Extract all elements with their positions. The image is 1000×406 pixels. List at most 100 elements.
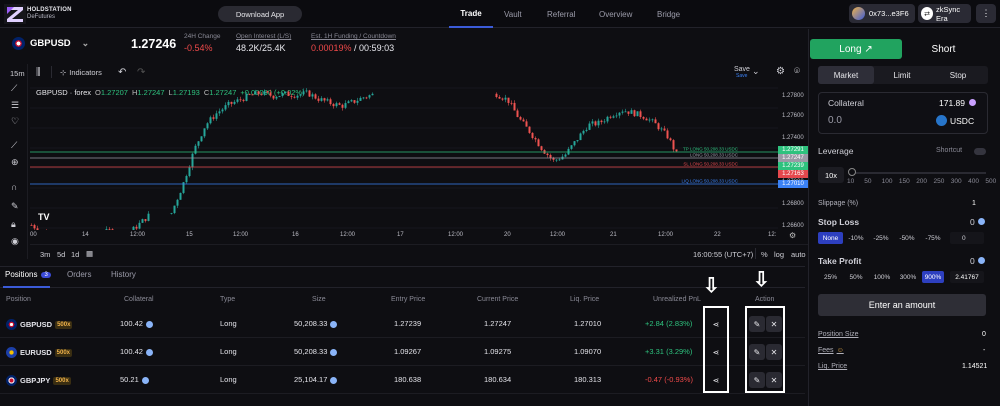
collateral-input[interactable]: 0.0 bbox=[828, 115, 842, 126]
stop-loss-chip[interactable]: -10% bbox=[848, 234, 864, 242]
stop-loss-chip[interactable]: -50% bbox=[899, 234, 915, 242]
order-type-limit[interactable]: Limit bbox=[893, 70, 911, 80]
leverage-slider-handle[interactable] bbox=[848, 168, 856, 176]
take-profit-chip[interactable]: 25% bbox=[823, 273, 837, 281]
stop-loss-info-icon[interactable] bbox=[978, 218, 985, 225]
nav-bridge[interactable]: Bridge bbox=[657, 9, 681, 19]
redo-icon[interactable]: ↷ bbox=[137, 67, 146, 78]
leverage-tick[interactable]: 200 bbox=[916, 178, 928, 185]
log-toggle[interactable]: log bbox=[774, 250, 785, 259]
chevron-down-icon[interactable]: ⌄ bbox=[752, 66, 760, 76]
range-1d[interactable]: 1d bbox=[71, 250, 80, 259]
table-row[interactable] bbox=[0, 366, 805, 394]
range-3m[interactable]: 3m bbox=[40, 250, 51, 259]
position-cell[interactable]: EURUSD 500x bbox=[6, 347, 73, 358]
nav-vault[interactable]: Vault bbox=[504, 9, 522, 19]
heart-icon[interactable]: ♡ bbox=[11, 116, 20, 126]
axis-settings-icon[interactable]: ⚙ bbox=[789, 231, 797, 240]
undo-icon[interactable]: ↶ bbox=[118, 67, 127, 78]
calendar-icon[interactable]: ▦ bbox=[86, 249, 94, 258]
take-profit-info-icon[interactable] bbox=[978, 257, 985, 264]
position-size-label[interactable]: Position Size bbox=[818, 331, 859, 338]
nav-trade[interactable]: Trade bbox=[449, 0, 493, 28]
close-icon[interactable]: ✕ bbox=[766, 316, 782, 332]
eye-icon[interactable]: ◉ bbox=[11, 236, 19, 246]
nav-overview[interactable]: Overview bbox=[599, 9, 633, 19]
trend-line-icon[interactable]: ⟋ bbox=[11, 83, 18, 93]
tab-orders[interactable]: Orders bbox=[67, 270, 92, 279]
position-cell[interactable]: GBPJPY 500x bbox=[6, 375, 71, 386]
more-menu-button[interactable]: ⋮ bbox=[976, 4, 996, 23]
interval-button[interactable]: 15m bbox=[10, 69, 25, 78]
download-app-button[interactable]: Download App bbox=[218, 6, 302, 22]
short-button[interactable]: Short bbox=[931, 43, 956, 55]
stop-loss-chip[interactable]: None bbox=[818, 232, 843, 244]
indicators-button[interactable]: ⊹ Indicators bbox=[60, 68, 102, 77]
fees-label-group[interactable]: Fees ☺ bbox=[818, 347, 844, 354]
ruler-icon[interactable]: ⟋ bbox=[11, 140, 18, 150]
collateral-token[interactable]: USDC bbox=[936, 115, 974, 126]
pencil-lock-icon[interactable]: ✎ bbox=[11, 201, 19, 211]
edit-icon[interactable]: ✎ bbox=[749, 316, 765, 332]
stop-loss-chip[interactable]: -75% bbox=[925, 234, 941, 242]
price-axis[interactable]: 1.278001.276001.274001.272001.270001.268… bbox=[778, 80, 808, 230]
edit-icon[interactable]: ✎ bbox=[749, 344, 765, 360]
liq-price-label[interactable]: Liq. Price bbox=[818, 363, 848, 370]
auto-toggle[interactable]: auto bbox=[791, 250, 806, 259]
position-cell[interactable]: GBPUSD 500x bbox=[6, 319, 73, 330]
leverage-tick[interactable]: 50 bbox=[864, 178, 872, 185]
leverage-tick[interactable]: 400 bbox=[968, 178, 979, 185]
leverage-tick[interactable]: 500 bbox=[985, 178, 997, 185]
zoom-in-icon[interactable]: ⊕ bbox=[11, 157, 19, 167]
take-profit-chip[interactable]: 900% bbox=[922, 271, 944, 283]
pair-selector[interactable]: GBPUSD ⌄ bbox=[12, 37, 89, 50]
order-type-market[interactable]: Market bbox=[818, 66, 874, 84]
leverage-tick[interactable]: 100 bbox=[881, 178, 893, 185]
share-icon[interactable]: ⋖ bbox=[712, 319, 720, 329]
long-button[interactable]: Long ↗ bbox=[810, 39, 902, 59]
tab-positions[interactable]: Positions 3 bbox=[5, 270, 51, 279]
leverage-slider[interactable] bbox=[850, 172, 986, 174]
share-icon[interactable]: ⋖ bbox=[712, 375, 720, 385]
leverage-tick[interactable]: 150 bbox=[898, 178, 910, 185]
max-icon[interactable] bbox=[969, 99, 976, 106]
close-icon[interactable]: ✕ bbox=[766, 344, 782, 360]
lock-icon[interactable]: 🔒︎ bbox=[11, 219, 16, 229]
leverage-tick[interactable]: 10 bbox=[847, 178, 855, 185]
time-axis[interactable]: 00 14 12:00 15 12:00 16 12:00 17 12:00 20 12:00 21 1… bbox=[30, 232, 778, 242]
settings-gear-icon[interactable]: ⚙ bbox=[776, 66, 785, 77]
open-interest-label[interactable]: Open Interest (L/S) bbox=[236, 33, 292, 40]
take-profit-input[interactable]: 2.41767 bbox=[950, 271, 984, 283]
edit-icon[interactable]: ✎ bbox=[749, 372, 765, 388]
save-button[interactable]: Save bbox=[734, 66, 750, 73]
nav-referral[interactable]: Referral bbox=[547, 9, 576, 19]
slippage-value[interactable]: 1 bbox=[972, 200, 976, 207]
table-row[interactable] bbox=[0, 338, 805, 366]
table-row[interactable] bbox=[0, 310, 805, 338]
stop-loss-chip[interactable]: -25% bbox=[873, 234, 889, 242]
leverage-input[interactable]: 10x bbox=[818, 167, 844, 183]
share-icon[interactable]: ⋖ bbox=[712, 347, 720, 357]
take-profit-chip[interactable]: 100% bbox=[873, 273, 891, 281]
take-profit-chip[interactable]: 300% bbox=[899, 273, 917, 281]
take-profit-chip[interactable]: 50% bbox=[849, 273, 863, 281]
holdstation-logo[interactable] bbox=[4, 4, 26, 24]
stop-loss-input[interactable]: 0 bbox=[950, 232, 984, 244]
enter-amount-button[interactable]: Enter an amount bbox=[818, 294, 986, 316]
range-5d[interactable]: 5d bbox=[57, 250, 66, 259]
chart-clock[interactable]: 16:00:55 (UTC+7) bbox=[693, 250, 754, 259]
magnet-icon[interactable]: ∩ bbox=[11, 182, 18, 192]
fib-icon[interactable]: ☰ bbox=[11, 100, 20, 110]
order-type-stop[interactable]: Stop bbox=[949, 70, 967, 80]
funding-label[interactable]: Est. 1H Funding / Countdown bbox=[311, 33, 396, 40]
camera-icon[interactable]: ⌾ bbox=[794, 66, 800, 77]
account-button[interactable]: 0x73...e3F6 bbox=[849, 4, 915, 23]
leverage-tick[interactable]: 300 bbox=[950, 178, 962, 185]
percent-toggle[interactable]: % bbox=[761, 250, 768, 259]
close-icon[interactable]: ✕ bbox=[766, 372, 782, 388]
shortcut-toggle[interactable] bbox=[974, 148, 986, 155]
tradingview-logo[interactable]: TV bbox=[38, 212, 50, 222]
tab-history[interactable]: History bbox=[111, 270, 136, 279]
network-button[interactable]: ⇄ zkSync Era bbox=[918, 4, 971, 23]
